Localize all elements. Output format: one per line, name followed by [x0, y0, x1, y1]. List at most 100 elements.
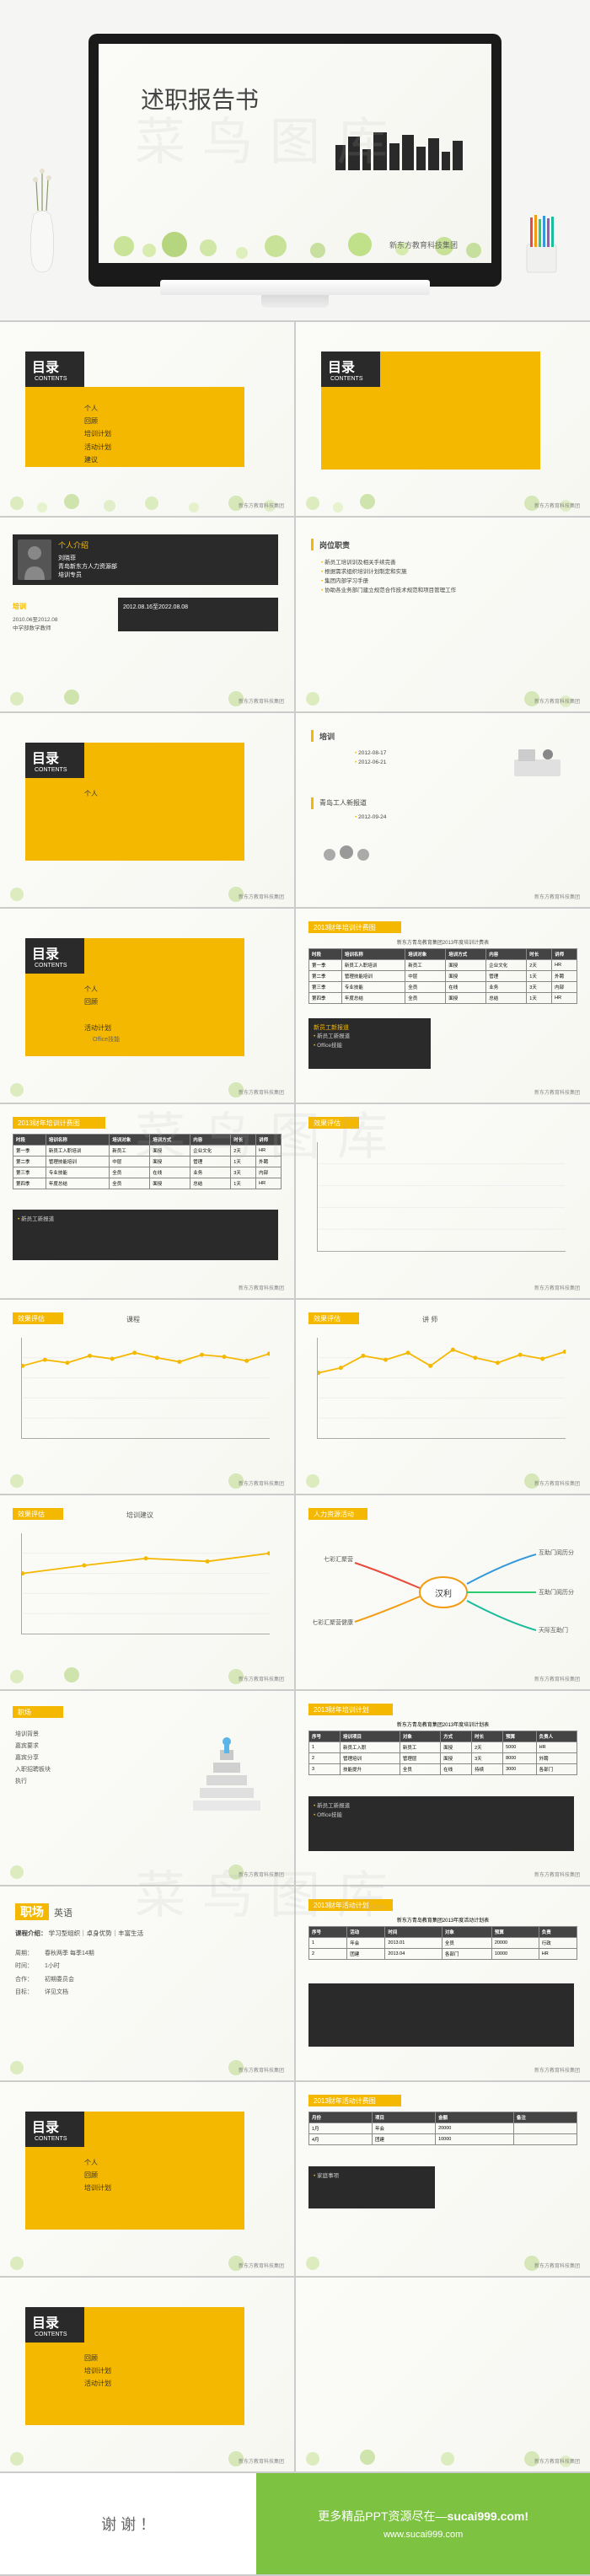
toc-item: 回顾 — [84, 996, 120, 1008]
slide-footer: 新东方教育科技集团 — [534, 1675, 580, 1682]
slide-footer: 新东方教育科技集团 — [239, 1675, 284, 1682]
profile-date: 2010.06至2012.08 — [13, 614, 58, 623]
plan-heading: 2013财年培训计费图 — [308, 921, 401, 933]
chart-subtitle: 讲 师 — [422, 1315, 437, 1324]
toc-items: 个人 回顾 — [84, 787, 98, 813]
toc-item: 回顾 — [84, 2352, 111, 2364]
list-item: 入职招聘板块 — [15, 1764, 51, 1776]
plan-sub: 新员工新报道 — [314, 1023, 426, 1032]
profile-date2: 2012.08.16至2022.08.08 — [123, 603, 273, 611]
toc-item: 个人 — [84, 402, 111, 415]
toc-subtitle: CONTENTS — [35, 963, 67, 969]
list-item: 协助各业务部门建立规范合作技术规范和项目管理工作 — [321, 586, 456, 595]
monitor-screen: 述职报告书 新东方教育科技集团 — [99, 44, 491, 263]
slide-annual-plan-1: 2013财年培训计划 新东方青岛教育集团2013年度培训计划表 序号培训项目对象… — [296, 1691, 590, 1885]
toc-item-active: 回顾 — [84, 800, 98, 813]
city-skyline-icon — [331, 128, 466, 170]
list-item: 家庭事项 — [314, 2171, 430, 2181]
thanks-panel: 谢 谢 ！ — [0, 2473, 256, 2574]
slide-footer: 新东方教育科技集团 — [534, 1088, 580, 1096]
career-desc: 学习型组织｜卓身优势｜丰富生活 — [49, 1929, 144, 1937]
svg-text:七彩汇聚营健康: 七彩汇聚营健康 — [313, 1618, 353, 1626]
slide-footer: 新东方教育科技集团 — [239, 893, 284, 900]
keyboard-decoration — [160, 280, 430, 295]
timeline-list: 2012-08-17 2012-06-21 — [355, 749, 386, 767]
slide-career-box: 职场 培训背景 嘉宾要求 嘉宾分享 入职招聘板块 执行 新东方教育科技集团 — [0, 1691, 294, 1885]
vase-decoration — [21, 164, 63, 274]
green-dots-decoration — [0, 1651, 294, 1689]
slide-footer: 新东方教育科技集团 — [534, 697, 580, 705]
slide-footer: 新东方教育科技集团 — [239, 1284, 284, 1291]
thanks-text: 谢 谢 ！ — [101, 2513, 155, 2535]
slide-footer: 新东方教育科技集团 — [239, 2457, 284, 2465]
table-caption: 新东方青岛教育集团2013年度培训计划表 — [308, 1720, 577, 1728]
slide-footer: 新东方教育科技集团 — [534, 2066, 580, 2074]
resp-list: 新员工培训训及相关手续完善 根据需求组织培训计划制定和实施 集团内部学习手册 协… — [321, 558, 456, 595]
line-chart — [21, 1533, 270, 1634]
green-dots-decoration — [0, 869, 294, 907]
svg-text:汉利: 汉利 — [435, 1589, 452, 1599]
slide-footer: 新东方教育科技集团 — [239, 2066, 284, 2074]
plan-heading: 2013财年活动计划 — [308, 1899, 393, 1911]
green-splash-decoration — [99, 204, 491, 263]
slide-training-plan-2: 2013财年培训计费图 时段培训名称培训对象培训方式内容时长讲师 第一季新员工入… — [0, 1104, 294, 1298]
list-item: 根据需求组织培训计划制定和实施 — [321, 567, 456, 577]
toc-title: 目录 — [32, 2316, 59, 2331]
toc-item: 活动计划 — [84, 1022, 120, 1034]
slide-footer: 新东方教育科技集团 — [239, 1088, 284, 1096]
toc-item: 个人 — [84, 2156, 111, 2169]
svg-text:七彩汇聚营: 七彩汇聚营 — [324, 1555, 353, 1563]
annual-table: 序号活动时间对象预算负责1年会2013.01全员20000行政2团建2013.0… — [308, 1926, 577, 1960]
toc-items: 回顾 培训计划 活动计划 建议 — [84, 2352, 111, 2403]
chart-subtitle: 课程 — [126, 1315, 140, 1324]
chart-title: 效果评估 — [308, 1117, 359, 1129]
line-chart — [21, 1338, 270, 1439]
hero-section: 述职报告书 新东方教育科技集团 — [0, 0, 590, 320]
list-item: 嘉宾要求 — [15, 1741, 51, 1752]
footer-slide: 谢 谢 ！ 更多精品PPT资源尽在—sucai999.com! www.suca… — [0, 2473, 590, 2574]
timeline-sub: 青岛工人新报道 — [319, 798, 367, 808]
toc-item: 建议 — [84, 453, 111, 466]
slide-footer: 新东方教育科技集团 — [239, 697, 284, 705]
slide-toc-1: 目录CONTENTS 个人 回顾 培训计划 活动计划 建议 新东方教育科技集团 — [0, 322, 294, 516]
green-dots-decoration — [0, 2434, 294, 2471]
toc-items: 个人 回顾 培训计划 活动计划 — [84, 2156, 111, 2208]
toc-item: 活动计划 — [84, 2377, 111, 2390]
slide-footer: 新东方教育科技集团 — [534, 1284, 580, 1291]
green-dots-decoration — [0, 2042, 294, 2080]
table-caption: 新东方青岛教育集团2013年度培训计费表 — [308, 938, 577, 946]
green-dots-decoration — [296, 1456, 590, 1494]
toc-subtitle: CONTENTS — [35, 2332, 67, 2337]
slide-footer: 新东方教育科技集团 — [534, 893, 580, 900]
toc-item: 回顾 — [84, 415, 111, 427]
toc-items: 个人 回顾 培训计划 活动计划 建议 — [84, 402, 111, 466]
career-sub: 英语 — [54, 1908, 72, 1919]
slide-footer: 新东方教育科技集团 — [239, 502, 284, 509]
green-dots-decoration — [296, 2434, 590, 2471]
training-table: 时段培训名称培训对象培训方式内容时长讲师 第一季新员工入职培训新员工面授企业文化… — [308, 948, 577, 1004]
monitor-frame: 述职报告书 新东方教育科技集团 — [88, 34, 502, 287]
toc-item: 活动计划 — [84, 441, 111, 453]
plan-heading: 2013财年培训计划 — [308, 1704, 393, 1715]
green-dots-decoration — [296, 478, 590, 516]
avatar — [18, 539, 51, 580]
label: 课程介绍： — [15, 1929, 47, 1937]
slide-mindmap: 人力资源活动 汉利 七彩汇聚营 七彩汇聚营健康 互助门阅历分享 互助门阅历分享 … — [296, 1495, 590, 1689]
plan-heading: 2013财年活动计费图 — [308, 2095, 401, 2106]
slide-responsibilities: 岗位职责 新员工培训训及相关手续完善 根据需求组织培训计划制定和实施 集团内部学… — [296, 518, 590, 711]
toc-title: 目录 — [32, 2121, 59, 2135]
toc-items: 个人 回顾 培训计划 活动计划 Office技能 — [84, 983, 120, 1045]
slide-chart-3: 效果评估 培训建议 新东方教育科技集团 — [0, 1495, 294, 1689]
green-dots-decoration — [296, 2238, 590, 2276]
plan-heading: 2013财年培训计费图 — [13, 1117, 105, 1129]
slide-training-plan-1: 2013财年培训计费图 新东方青岛教育集团2013年度培训计费表 时段培训名称培… — [296, 909, 590, 1103]
mindmap-diagram: 汉利 七彩汇聚营 七彩汇聚营健康 互助门阅历分享 互助门阅历分享 天际互助门 — [313, 1529, 574, 1656]
slide-grid: 目录CONTENTS 个人 回顾 培训计划 活动计划 建议 新东方教育科技集团 … — [0, 320, 590, 2576]
table-caption: 新东方青岛教育集团2013年度活动计划表 — [308, 1916, 577, 1924]
slide-footer: 新东方教育科技集团 — [239, 1870, 284, 1878]
list-item: 2012-09-24 — [355, 813, 386, 822]
slide-toc-6: 目录CONTENTS 回顾 培训计划 活动计划 建议 新东方教育科技集团 — [0, 2278, 294, 2471]
chart-subtitle: 培训建议 — [126, 1511, 153, 1520]
slide-footer: 新东方教育科技集团 — [239, 1479, 284, 1487]
toc-subtitle: CONTENTS — [35, 376, 67, 382]
